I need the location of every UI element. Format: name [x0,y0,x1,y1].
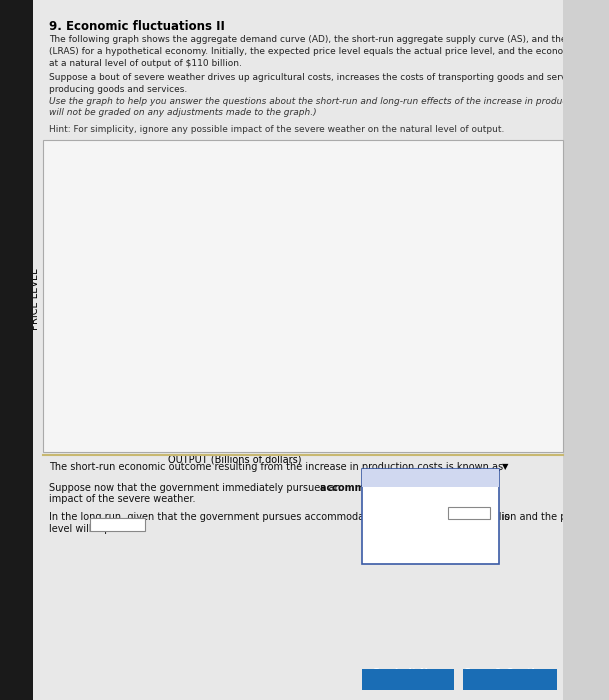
Text: ?: ? [542,144,548,154]
Text: AS₁: AS₁ [357,202,376,212]
Text: Save & Continue: Save & Continue [464,668,555,678]
Text: The following graph shows the aggregate demand curve (AD), the short-run aggrega: The following graph shows the aggregate … [49,35,609,68]
X-axis label: OUTPUT (Billions of dollars): OUTPUT (Billions of dollars) [167,455,301,465]
Text: billion and the price: billion and the price [487,512,585,522]
Text: monetary neutrality: monetary neutrality [382,501,479,511]
Text: Use the graph to help you answer the questions about the short-run and long-run : Use the graph to help you answer the que… [49,97,609,118]
Text: Grade It Now: Grade It Now [372,668,444,678]
Text: Hint: For simplicity, ignore any possible impact of the severe weather on the na: Hint: For simplicity, ignore any possibl… [49,125,504,134]
Text: ▼: ▼ [502,462,509,471]
Text: Suppose now that the government immediately pursues an: Suppose now that the government immediat… [49,483,343,493]
Y-axis label: PRICE LEVEL: PRICE LEVEL [30,268,40,330]
Text: AS₂: AS₂ [259,167,277,176]
Text: hyperinflation: hyperinflation [396,469,465,479]
Text: AD: AD [321,416,336,426]
Text: level will equal: level will equal [49,524,122,533]
Text: 9. Economic fluctuations II: 9. Economic fluctuations II [49,20,225,33]
Text: Suppose a bout of severe weather drives up agricultural costs, increases the cos: Suppose a bout of severe weather drives … [49,74,609,95]
Text: AS: AS [485,267,499,276]
Text: LRAS: LRAS [485,329,512,340]
Text: LRAS: LRAS [185,173,210,183]
Text: The short-run economic outcome resulting from the increase in production costs i: The short-run economic outcome resulting… [49,462,503,472]
Text: impact of the severe weather.: impact of the severe weather. [49,494,195,504]
Text: In the long run, given that the government pursues accommodative policy, the out: In the long run, given that the governme… [49,512,509,522]
Text: deflation: deflation [409,517,452,527]
Text: $: $ [449,507,454,516]
Text: stagflation: stagflation [404,485,457,495]
Text: AD: AD [485,204,501,214]
Text: accommodative policy: accommodative policy [320,483,442,493]
